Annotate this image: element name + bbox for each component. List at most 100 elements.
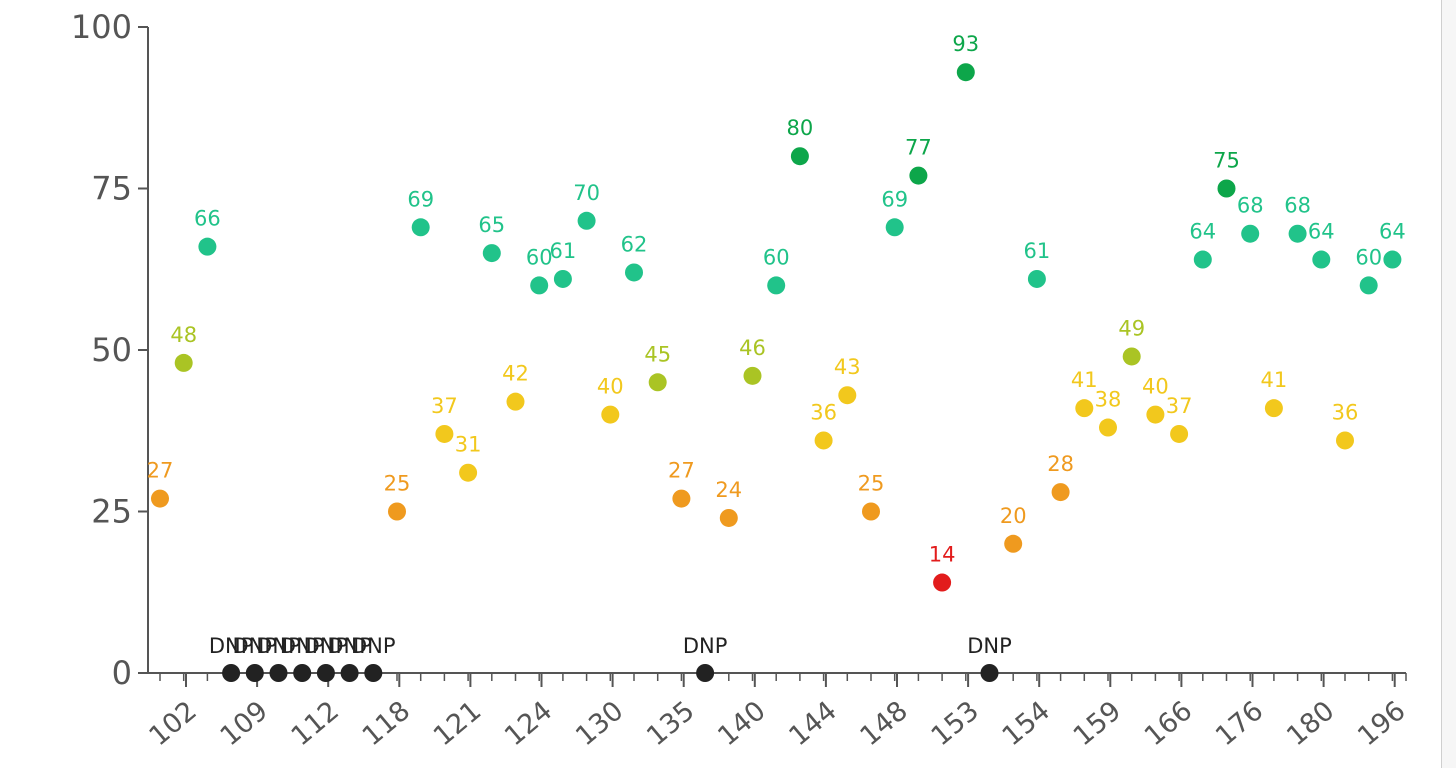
data-label: 25 (384, 472, 411, 496)
x-tick-label: 130 (570, 695, 629, 752)
data-point[interactable] (980, 664, 999, 682)
data-label: 49 (1118, 316, 1145, 340)
data-point[interactable] (364, 664, 383, 682)
data-label: 70 (573, 181, 600, 205)
data-point[interactable] (1241, 224, 1260, 243)
data-point[interactable] (1288, 224, 1307, 243)
data-point[interactable] (696, 664, 715, 682)
x-tick-label: 112 (286, 695, 345, 752)
data-label: 31 (455, 433, 482, 457)
data-point[interactable] (151, 489, 169, 508)
data-point[interactable] (1170, 424, 1189, 443)
data-point[interactable] (411, 218, 430, 237)
data-point[interactable] (672, 489, 691, 508)
data-point[interactable] (198, 237, 217, 256)
data-point[interactable] (601, 405, 620, 424)
x-tick-label: 102 (143, 695, 202, 752)
data-label: 28 (1047, 452, 1074, 476)
data-point[interactable] (1004, 534, 1023, 553)
data-point[interactable] (862, 502, 880, 521)
data-label: 62 (621, 232, 648, 256)
data-point[interactable] (767, 276, 786, 295)
data-label: 25 (858, 472, 885, 496)
data-point[interactable] (1359, 276, 1378, 295)
data-label: 65 (478, 213, 505, 237)
data-point[interactable] (1264, 399, 1283, 418)
data-point[interactable] (1122, 347, 1141, 366)
data-label: 36 (1332, 400, 1359, 424)
data-label: 27 (668, 459, 695, 483)
data-point[interactable] (1217, 179, 1236, 198)
x-tick-label: 159 (1068, 695, 1127, 752)
data-point[interactable] (790, 147, 809, 166)
data-point[interactable] (459, 463, 478, 482)
data-label: DNP (209, 634, 254, 658)
data-label: 40 (597, 375, 624, 399)
data-label: DNP (256, 634, 301, 658)
data-point[interactable] (814, 431, 833, 450)
data-point[interactable] (340, 664, 359, 682)
data-point[interactable] (956, 63, 975, 82)
x-tick-label: 196 (1352, 695, 1411, 752)
data-point[interactable] (838, 386, 857, 405)
data-label: 60 (763, 245, 790, 269)
data-point[interactable] (388, 502, 406, 521)
x-tick-label: 148 (854, 695, 913, 752)
data-label: 37 (431, 394, 458, 418)
data-point[interactable] (1075, 399, 1094, 418)
data-label: 80 (787, 116, 814, 140)
data-point[interactable] (743, 366, 762, 385)
data-point[interactable] (245, 664, 264, 682)
scrollbar-edge (1441, 0, 1456, 768)
data-point[interactable] (1146, 405, 1165, 424)
data-point[interactable] (293, 664, 312, 682)
y-tick-label: 25 (91, 493, 132, 531)
data-label: 24 (715, 478, 742, 502)
data-label: DNP (280, 634, 325, 658)
y-axis: 0 25 50 75 100 (71, 8, 149, 692)
data-label: DNP (327, 634, 372, 658)
data-point[interactable] (1099, 418, 1117, 437)
data-point[interactable] (553, 269, 572, 288)
data-point[interactable] (1027, 269, 1046, 288)
data-label: 46 (739, 336, 766, 360)
data-point[interactable] (1051, 483, 1070, 502)
data-point[interactable] (648, 373, 667, 392)
data-point[interactable] (577, 211, 596, 230)
data-point[interactable] (1193, 250, 1212, 269)
data-point[interactable] (909, 166, 928, 185)
data-point[interactable] (482, 244, 501, 263)
x-tick-label: 144 (783, 695, 842, 752)
x-tick-label: 176 (1210, 695, 1269, 752)
data-label: 14 (929, 543, 956, 567)
data-label: 68 (1237, 194, 1264, 218)
data-point[interactable] (885, 218, 904, 237)
x-tick-label: 118 (357, 695, 416, 752)
data-label: 36 (810, 400, 837, 424)
data-point[interactable] (1312, 250, 1331, 269)
x-tick-label: 166 (1139, 695, 1198, 752)
data-label: 61 (550, 239, 577, 263)
x-tick-label: 135 (641, 695, 700, 752)
data-point[interactable] (435, 424, 454, 443)
y-tick-label: 0 (112, 654, 132, 692)
data-point[interactable] (625, 263, 643, 282)
data-point[interactable] (1336, 431, 1354, 450)
data-label: 77 (905, 136, 932, 160)
data-point[interactable] (174, 353, 193, 372)
data-point[interactable] (933, 573, 952, 592)
data-point[interactable] (506, 392, 525, 411)
data-point[interactable] (719, 508, 738, 527)
x-tick-label: 154 (997, 695, 1056, 752)
data-point[interactable] (1383, 250, 1402, 269)
data-label: DNP (304, 634, 349, 658)
data-point[interactable] (316, 664, 335, 682)
data-point[interactable] (222, 664, 241, 682)
data-label: 48 (170, 323, 197, 347)
data-label: 43 (834, 355, 861, 379)
data-label: 60 (526, 245, 553, 269)
x-tick-label: 180 (1281, 695, 1340, 752)
data-point[interactable] (530, 276, 549, 295)
data-point[interactable] (269, 664, 288, 682)
